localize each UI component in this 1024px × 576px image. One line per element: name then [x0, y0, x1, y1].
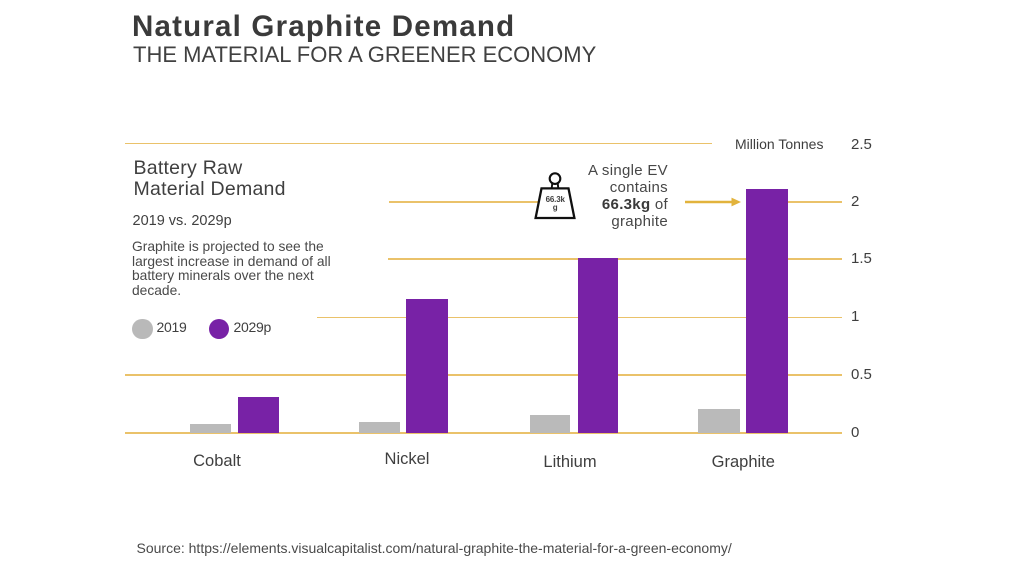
- svg-text:66.3k: 66.3k: [546, 195, 566, 204]
- svg-text:g: g: [553, 203, 558, 212]
